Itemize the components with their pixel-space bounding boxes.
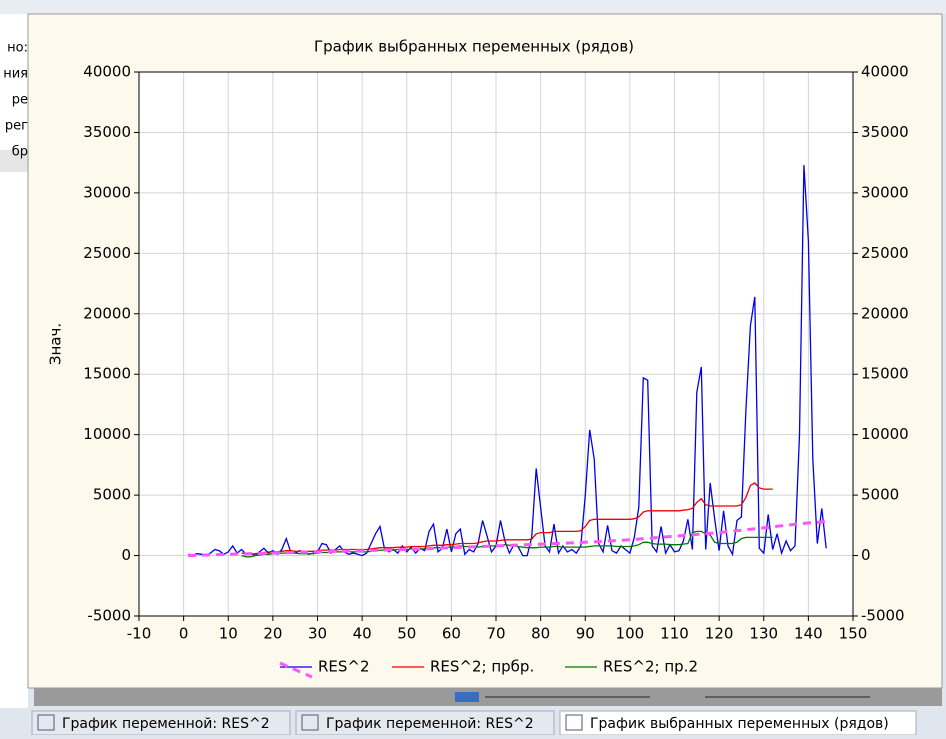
panel-item[interactable]: рег: [5, 119, 28, 134]
legend-label: RES^2; прбр.: [430, 658, 534, 676]
tab[interactable]: [31, 710, 291, 736]
y2-tick-label: 35000: [861, 123, 909, 141]
y-tick-label: 10000: [83, 425, 131, 443]
legend-swatch: [279, 661, 313, 679]
x-tick-label: -10: [127, 625, 152, 643]
plot-frame: [138, 71, 854, 617]
panel-item[interactable]: бр: [12, 145, 28, 160]
y-tick-label: 35000: [83, 123, 131, 141]
x-tick-label: 140: [794, 625, 823, 643]
y2-tick-label: 15000: [861, 365, 909, 383]
y-tick-label: -5000: [87, 607, 131, 625]
y2-tick-label: 30000: [861, 183, 909, 201]
x-tick-label: 40: [353, 625, 372, 643]
y-tick-label: 15000: [83, 365, 131, 383]
left-panel-selected: [0, 150, 28, 172]
panel-item[interactable]: но:: [7, 41, 28, 56]
x-tick-label: 110: [660, 625, 689, 643]
x-tick-label: 20: [263, 625, 282, 643]
y-axis-label: Знач.: [47, 323, 65, 365]
legend-label: RES^2: [318, 658, 370, 676]
title-strip: [0, 0, 946, 14]
chart-title: График выбранных переменных (рядов): [314, 38, 634, 56]
left-panel: [0, 14, 28, 710]
y2-tick-label: 0: [861, 546, 871, 564]
x-tick-label: 150: [839, 625, 868, 643]
x-tick-label: 30: [308, 625, 327, 643]
y2-tick-label: 40000: [861, 63, 909, 81]
x-tick-label: 80: [531, 625, 550, 643]
tab-icon: [301, 714, 319, 731]
y-tick-label: 20000: [83, 304, 131, 322]
x-tick-label: 90: [576, 625, 595, 643]
x-tick-label: 50: [397, 625, 416, 643]
tab-icon: [37, 714, 55, 731]
y-tick-label: 30000: [83, 183, 131, 201]
x-tick-label: 120: [705, 625, 734, 643]
legend-label: RES^2; пр.2: [603, 658, 698, 676]
scroll-thumb[interactable]: [455, 692, 479, 702]
y-tick-label: 25000: [83, 244, 131, 262]
x-tick-label: 100: [616, 625, 645, 643]
tab[interactable]: [559, 710, 917, 736]
tab-label[interactable]: График выбранных переменных (рядов): [590, 716, 889, 732]
x-tick-label: 60: [442, 625, 461, 643]
panel-item[interactable]: ре: [12, 93, 28, 108]
tab-label[interactable]: График переменной: RES^2: [326, 716, 534, 732]
y-tick-label: 40000: [83, 63, 131, 81]
x-tick-label: 130: [749, 625, 778, 643]
tab[interactable]: [295, 710, 555, 736]
y2-tick-label: 5000: [861, 486, 899, 504]
y2-tick-label: -5000: [861, 607, 905, 625]
panel-item[interactable]: ния: [3, 67, 28, 82]
x-tick-label: 70: [486, 625, 505, 643]
y-tick-label: 5000: [93, 486, 131, 504]
tab-label[interactable]: График переменной: RES^2: [62, 716, 270, 732]
y2-tick-label: 10000: [861, 425, 909, 443]
x-tick-label: 0: [179, 625, 189, 643]
x-tick-label: 10: [219, 625, 238, 643]
y-tick-label: 0: [121, 546, 131, 564]
tab-icon: [565, 714, 583, 731]
y2-tick-label: 25000: [861, 244, 909, 262]
y2-tick-label: 20000: [861, 304, 909, 322]
